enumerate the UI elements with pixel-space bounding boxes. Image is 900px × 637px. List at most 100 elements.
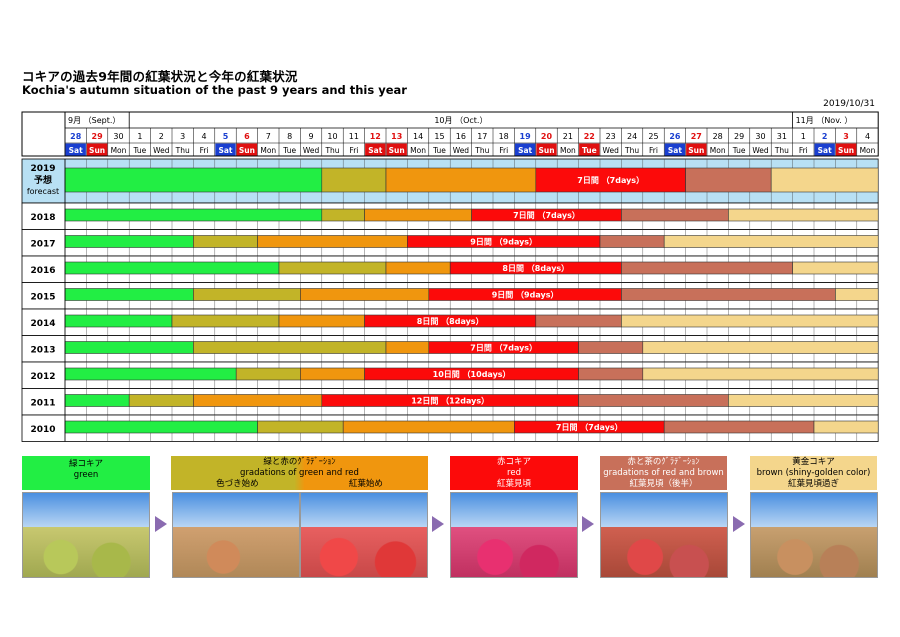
bar-segment-orange [257, 235, 408, 248]
bar-segment-green [64, 288, 194, 301]
weekday-highlight [236, 143, 258, 156]
red-duration-label: 8日間 （8days） [502, 263, 569, 273]
weekday-label: Mon [260, 146, 276, 155]
weekday-label: Fri [799, 146, 808, 155]
weekday-label: Sun [389, 146, 405, 155]
year-label: 2019 [30, 164, 55, 174]
legend-green-jp: 緑コキア [68, 459, 103, 469]
legend-sub-coloring-start: 色づき始め [216, 479, 259, 489]
autumn-chart: 9月 （Sept.） 10月 （Oct.） 11月 （Nov. ）28Sat29Su… [21, 111, 879, 442]
bar-segment-brown [621, 208, 729, 222]
year-label: 2018 [30, 213, 55, 223]
bar-segment-olive [193, 288, 301, 301]
day-number: 25 [648, 132, 658, 141]
weekday-label: Sun [89, 146, 105, 155]
bar-segment-orange [364, 208, 472, 222]
day-number: 16 [456, 132, 466, 141]
weekday-label: Fri [349, 146, 358, 155]
weekday-label: Mon [860, 146, 876, 155]
day-number: 27 [691, 132, 702, 141]
weekday-label: Fri [499, 146, 508, 155]
day-number: 14 [413, 132, 423, 141]
bar-segment-gold [770, 167, 879, 193]
weekday-label: Mon [111, 146, 127, 155]
weekday-label: Sun [688, 146, 704, 155]
day-number: 26 [669, 132, 681, 141]
day-number: 29 [92, 132, 104, 141]
bar-segment-brown [621, 261, 793, 275]
weekday-label: Tue [732, 146, 746, 155]
year-label: 2014 [30, 319, 55, 329]
weekday-label: Thu [774, 146, 789, 155]
weekday-label: Thu [474, 146, 489, 155]
day-number: 13 [391, 132, 402, 141]
photo-green-kochia [22, 492, 150, 578]
red-duration-label: 7日間 （7days） [577, 175, 644, 185]
weekday-label: Mon [410, 146, 426, 155]
page-title-jp: コキアの過去9年間の紅葉状況と今年の紅葉状況 [22, 69, 298, 84]
weekday-label: Thu [624, 146, 639, 155]
legend-brown-sub: 紅葉見頃（後半） [629, 479, 698, 489]
bar-segment-red [535, 167, 686, 193]
arrow-icon [733, 516, 745, 532]
bar-segment-gold [792, 261, 879, 275]
weekday-highlight [835, 143, 857, 156]
legend-gold-jp: 黄金コキア [792, 457, 835, 467]
month-label: 9月 （Sept.） [68, 116, 120, 125]
day-number: 6 [244, 132, 250, 141]
bar-segment-olive [278, 261, 387, 275]
day-number: 20 [541, 132, 553, 141]
weekday-label: Tue [132, 146, 146, 155]
bar-segment-gold [663, 235, 879, 248]
weekday-highlight [386, 143, 407, 156]
bar-segment-gold [835, 288, 879, 301]
day-number: 22 [584, 132, 595, 141]
weekday-highlight [86, 143, 108, 156]
red-duration-label: 7日間 （7days） [513, 210, 580, 220]
bar-segment-brown [578, 394, 729, 407]
bar-segment-gold [642, 341, 879, 354]
bar-segment-orange [385, 167, 537, 193]
weekday-label: Wed [453, 146, 470, 155]
bar-segment-orange [385, 261, 451, 275]
red-duration-label: 7日間 （7days） [470, 343, 537, 353]
legend-brown: 赤と茶のｸﾞﾗﾃﾞｰｼｮﾝ gradations of red and brow… [600, 456, 727, 490]
weekday-label: Sat [218, 146, 232, 155]
legend-gold-en: brown (shiny-golden color) [756, 468, 871, 478]
day-number: 1 [137, 132, 142, 141]
bar-segment-brown [621, 288, 836, 301]
red-duration-label: 9日間 （9days） [470, 237, 537, 247]
legend-gold: 黄金コキア brown (shiny-golden color) 紅葉見頃過ぎ [750, 456, 877, 490]
weekday-label: Sun [239, 146, 255, 155]
forecast-label-en: forecast [27, 187, 59, 196]
legend-green-red-jp: 緑と赤のｸﾞﾗﾃﾞｰｼｮﾝ [263, 457, 336, 467]
day-number: 4 [202, 132, 207, 141]
weekday-label: Sat [69, 146, 83, 155]
report-date: 2019/10/31 [823, 99, 875, 109]
bar-segment-brown [578, 341, 644, 354]
day-number: 15 [434, 132, 444, 141]
weekday-highlight [514, 143, 536, 156]
bar-segment-brown [535, 314, 622, 328]
bar-segment-olive [171, 314, 280, 328]
bar-segment-olive [128, 394, 194, 407]
bar-segment-green [64, 208, 323, 222]
bar-segment-orange [385, 341, 430, 354]
weekday-label: Wed [153, 146, 170, 155]
year-label: 2013 [30, 346, 55, 356]
year-label: 2015 [30, 293, 55, 303]
photo-autumn-start [300, 492, 428, 578]
red-duration-label: 7日間 （7days） [556, 422, 623, 432]
weekday-highlight [686, 143, 707, 156]
photo-red-brown-kochia [600, 492, 728, 578]
arrow-icon [432, 516, 444, 532]
bar-segment-green [64, 420, 258, 434]
weekday-label: Tue [282, 146, 296, 155]
legend-brown-en: gradations of red and brown [603, 468, 724, 478]
day-number: 30 [755, 132, 765, 141]
legend-green-red-en: gradations of green and red [240, 468, 359, 478]
year-label: 2012 [30, 372, 55, 382]
weekday-label: Wed [303, 146, 320, 155]
weekday-label: Sun [838, 146, 854, 155]
legend-red-jp: 赤コキア [496, 457, 531, 467]
